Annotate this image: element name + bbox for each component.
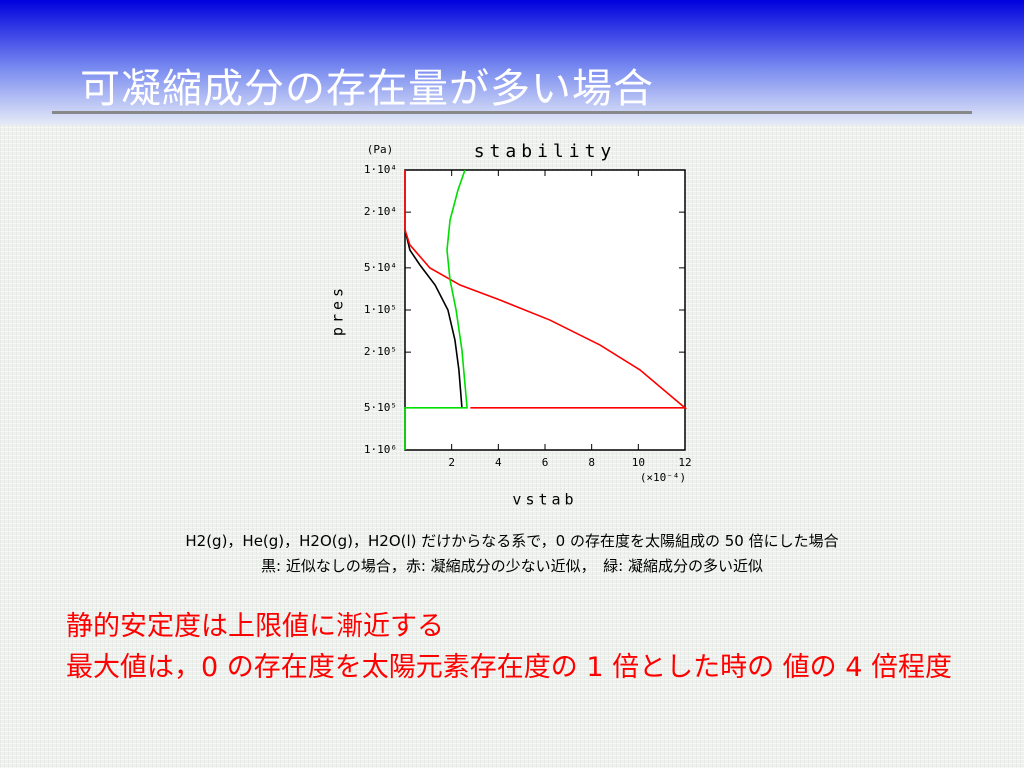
- header-band: [0, 0, 1024, 125]
- x-axis-label: vstab: [512, 491, 577, 509]
- caption: 黒: 近似なしの場合，赤: 凝縮成分の少ない近似， 緑: 凝縮成分の多い近似: [261, 557, 763, 575]
- x-tick-label: 10: [632, 456, 645, 469]
- series-line: [404, 169, 468, 450]
- y-tick-label: 1·10⁶: [364, 443, 397, 456]
- y-tick-label: 1·10⁴: [364, 163, 397, 176]
- y-unit: (Pa): [367, 143, 394, 156]
- y-tick-label: 2·10⁵: [364, 345, 397, 358]
- y-tick-label: 1·10⁵: [364, 303, 397, 316]
- y-tick-label: 2·10⁴: [364, 205, 397, 218]
- x-tick-label: 8: [588, 456, 595, 469]
- chart-title: stability: [474, 141, 617, 162]
- x-tick-label: 12: [678, 456, 691, 469]
- y-tick-label: 5·10⁴: [364, 261, 397, 274]
- title-rule: [52, 111, 972, 114]
- note: 静的安定度は上限値に漸近する: [66, 611, 444, 642]
- y-axis-label: pres: [329, 284, 347, 336]
- series-line: [404, 170, 688, 409]
- x-tick-label: 2: [448, 456, 455, 469]
- slide-title: 可凝縮成分の存在量が多い場合: [80, 66, 654, 112]
- chart: stability (Pa) (×10⁻⁴) vstab pres 1·10⁴ 2…: [329, 141, 692, 509]
- x-multiplier: (×10⁻⁴): [640, 471, 686, 484]
- y-tick-label: 5·10⁵: [364, 401, 397, 414]
- series-line: [404, 229, 463, 408]
- note: 最大値は，0 の存在度を太陽元素存在度の 1 倍とした時の 値の 4 倍程度: [66, 652, 953, 683]
- caption: H2(g)，He(g)，H2O(g)，H2O(l) だけからなる系で，0 の存在…: [185, 532, 839, 550]
- x-tick-label: 4: [495, 456, 502, 469]
- x-tick-label: 6: [542, 456, 549, 469]
